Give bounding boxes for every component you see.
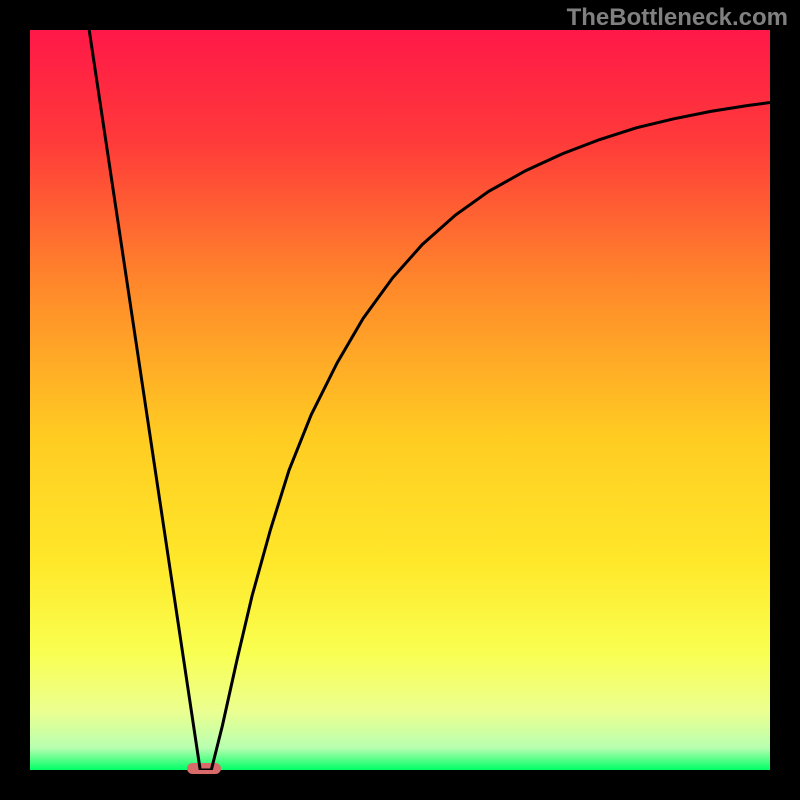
curve-svg [30, 30, 770, 770]
plot-area [30, 30, 770, 770]
watermark-text: TheBottleneck.com [567, 4, 788, 32]
bottleneck-curve [89, 30, 770, 770]
chart-frame: TheBottleneck.com [0, 0, 800, 800]
